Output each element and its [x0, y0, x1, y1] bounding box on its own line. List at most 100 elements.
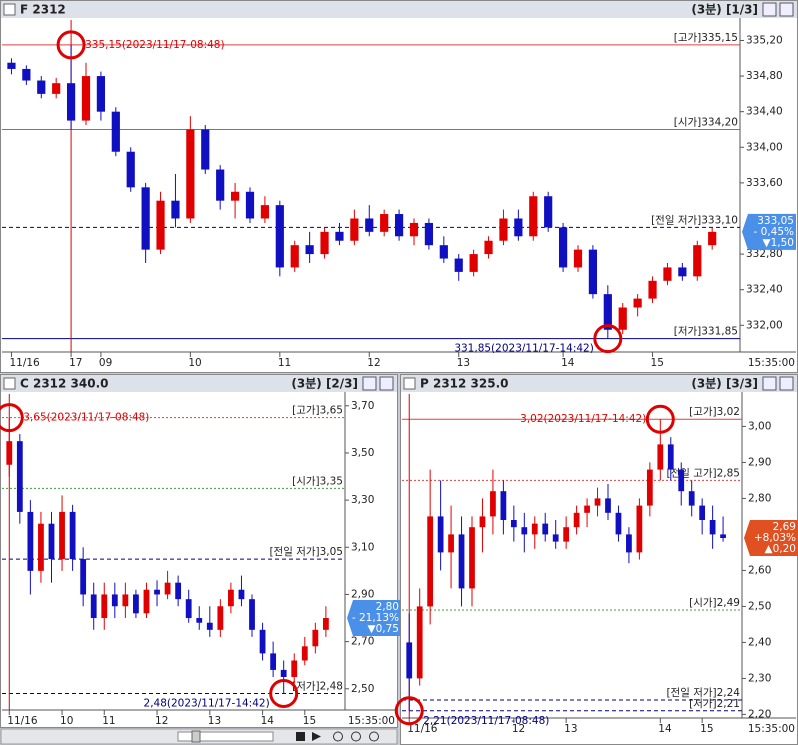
time-label: 15:35:00	[348, 715, 395, 727]
price-box	[742, 213, 796, 250]
scrollbar[interactable]	[177, 731, 274, 742]
price-box-change: - 21,13%	[352, 612, 399, 624]
candle-body	[500, 491, 507, 520]
candle-body	[588, 249, 598, 295]
x-tick-label: 09	[99, 357, 112, 369]
candle-body	[573, 249, 583, 268]
window-button[interactable]	[379, 376, 394, 391]
window-button[interactable]	[762, 376, 777, 391]
panel-title: F 2312	[20, 3, 66, 17]
y-tick-label: 3,70	[351, 400, 374, 412]
candle-body	[544, 196, 553, 228]
candle-body	[175, 582, 182, 600]
candle-body	[657, 444, 664, 470]
chart-panel: F 2312 (3분) [1/3] 335,20 334,80 334,40 334,00…	[0, 0, 798, 373]
candle-body	[335, 231, 344, 241]
candle-body	[249, 599, 255, 630]
chart-panel: P 2312 325.0 (3분) [3/3] 3,00 2,90 2,80 2,60 2,…	[394, 374, 798, 745]
candle-body	[96, 76, 106, 112]
x-tick-label: 13	[208, 715, 221, 727]
level-label: [전일 고가]2,85	[666, 466, 740, 479]
candle-body	[126, 151, 135, 188]
candle-body	[38, 523, 44, 571]
candle-body	[458, 534, 465, 589]
level-label: [전일 저가]333,10	[651, 213, 738, 226]
candle-body	[312, 629, 319, 647]
candle-body	[69, 511, 76, 560]
zoom-reset-button[interactable]	[369, 731, 379, 742]
candle-body	[646, 469, 653, 506]
y-tick-label: 2,60	[748, 564, 771, 576]
candle-body	[514, 218, 523, 237]
x-tick-label: 11/16	[407, 723, 438, 735]
candle-body	[594, 498, 601, 506]
window-button[interactable]	[762, 2, 777, 17]
x-tick-label: 17	[69, 357, 82, 369]
candle-body	[605, 498, 611, 513]
candle-body	[228, 589, 234, 607]
candle-body	[81, 76, 91, 121]
panel-subtitle: (3분) [2/3]	[291, 377, 358, 391]
candle-body	[529, 196, 538, 237]
candle-body	[709, 520, 716, 535]
title-bar	[401, 375, 797, 392]
x-tick-label: 15	[303, 715, 316, 727]
y-tick-label: 3,30	[351, 494, 374, 506]
marker-circle	[0, 403, 24, 433]
x-tick-label: 11/16	[7, 715, 38, 727]
checkbox[interactable]	[403, 377, 416, 390]
zoom-in-button[interactable]	[333, 731, 343, 742]
price-box	[347, 600, 401, 637]
candle-body	[122, 594, 129, 607]
candle-body	[499, 218, 508, 241]
x-tick-label: 12	[512, 723, 525, 735]
marker-label: 3,65(2023/11/17-08:48)	[23, 412, 149, 424]
candle-body	[154, 589, 160, 595]
window-button[interactable]	[779, 2, 794, 17]
stop-button[interactable]	[296, 732, 305, 741]
y-tick-label: 332,80	[746, 248, 783, 260]
scroll-thumb[interactable]	[191, 730, 201, 743]
candle-body	[320, 231, 329, 255]
candle-body	[603, 294, 612, 330]
candle-body	[484, 240, 493, 255]
y-tick-label: 2,50	[351, 683, 374, 695]
price-box-change: - 0,45%	[754, 226, 795, 238]
y-tick-label: 335,20	[746, 34, 783, 46]
y-tick-label: 334,00	[746, 141, 783, 153]
checkbox[interactable]	[3, 3, 16, 16]
candle-body	[406, 642, 413, 679]
time-label: 15:35:00	[748, 357, 795, 369]
candle-body	[633, 298, 642, 308]
candle-body	[305, 245, 314, 255]
candle-body	[626, 534, 632, 553]
candle-body	[185, 599, 192, 619]
x-tick-label: 12	[155, 715, 168, 727]
y-tick-label: 332,40	[746, 284, 783, 296]
x-tick-label: 11/16	[9, 357, 40, 369]
y-tick-label: 3,00	[748, 420, 771, 432]
level-label: [고가]335,15	[674, 32, 738, 44]
window-button[interactable]	[779, 376, 794, 391]
candle-body	[469, 254, 478, 272]
candle-body	[542, 523, 549, 535]
play-button[interactable]	[312, 732, 321, 741]
level-label: [저가]331,85	[674, 326, 738, 338]
x-tick-label: 14	[561, 357, 575, 369]
panel-frame	[0, 374, 398, 728]
checkbox[interactable]	[3, 377, 16, 390]
candle-body	[259, 629, 266, 654]
candle-body	[667, 444, 674, 470]
window-button[interactable]	[362, 376, 377, 391]
candle-body	[678, 469, 685, 492]
candle-body	[141, 187, 150, 250]
candle-body	[37, 80, 46, 94]
panel-title: C 2312 340.0	[20, 377, 109, 391]
level-label: [고가]3,65	[292, 405, 343, 417]
zoom-out-button[interactable]	[351, 731, 361, 742]
candle-body	[164, 582, 171, 595]
x-tick-label: 14	[261, 715, 275, 727]
panel-frame	[0, 0, 798, 373]
candle-body	[66, 83, 76, 121]
candle-body	[394, 214, 404, 237]
